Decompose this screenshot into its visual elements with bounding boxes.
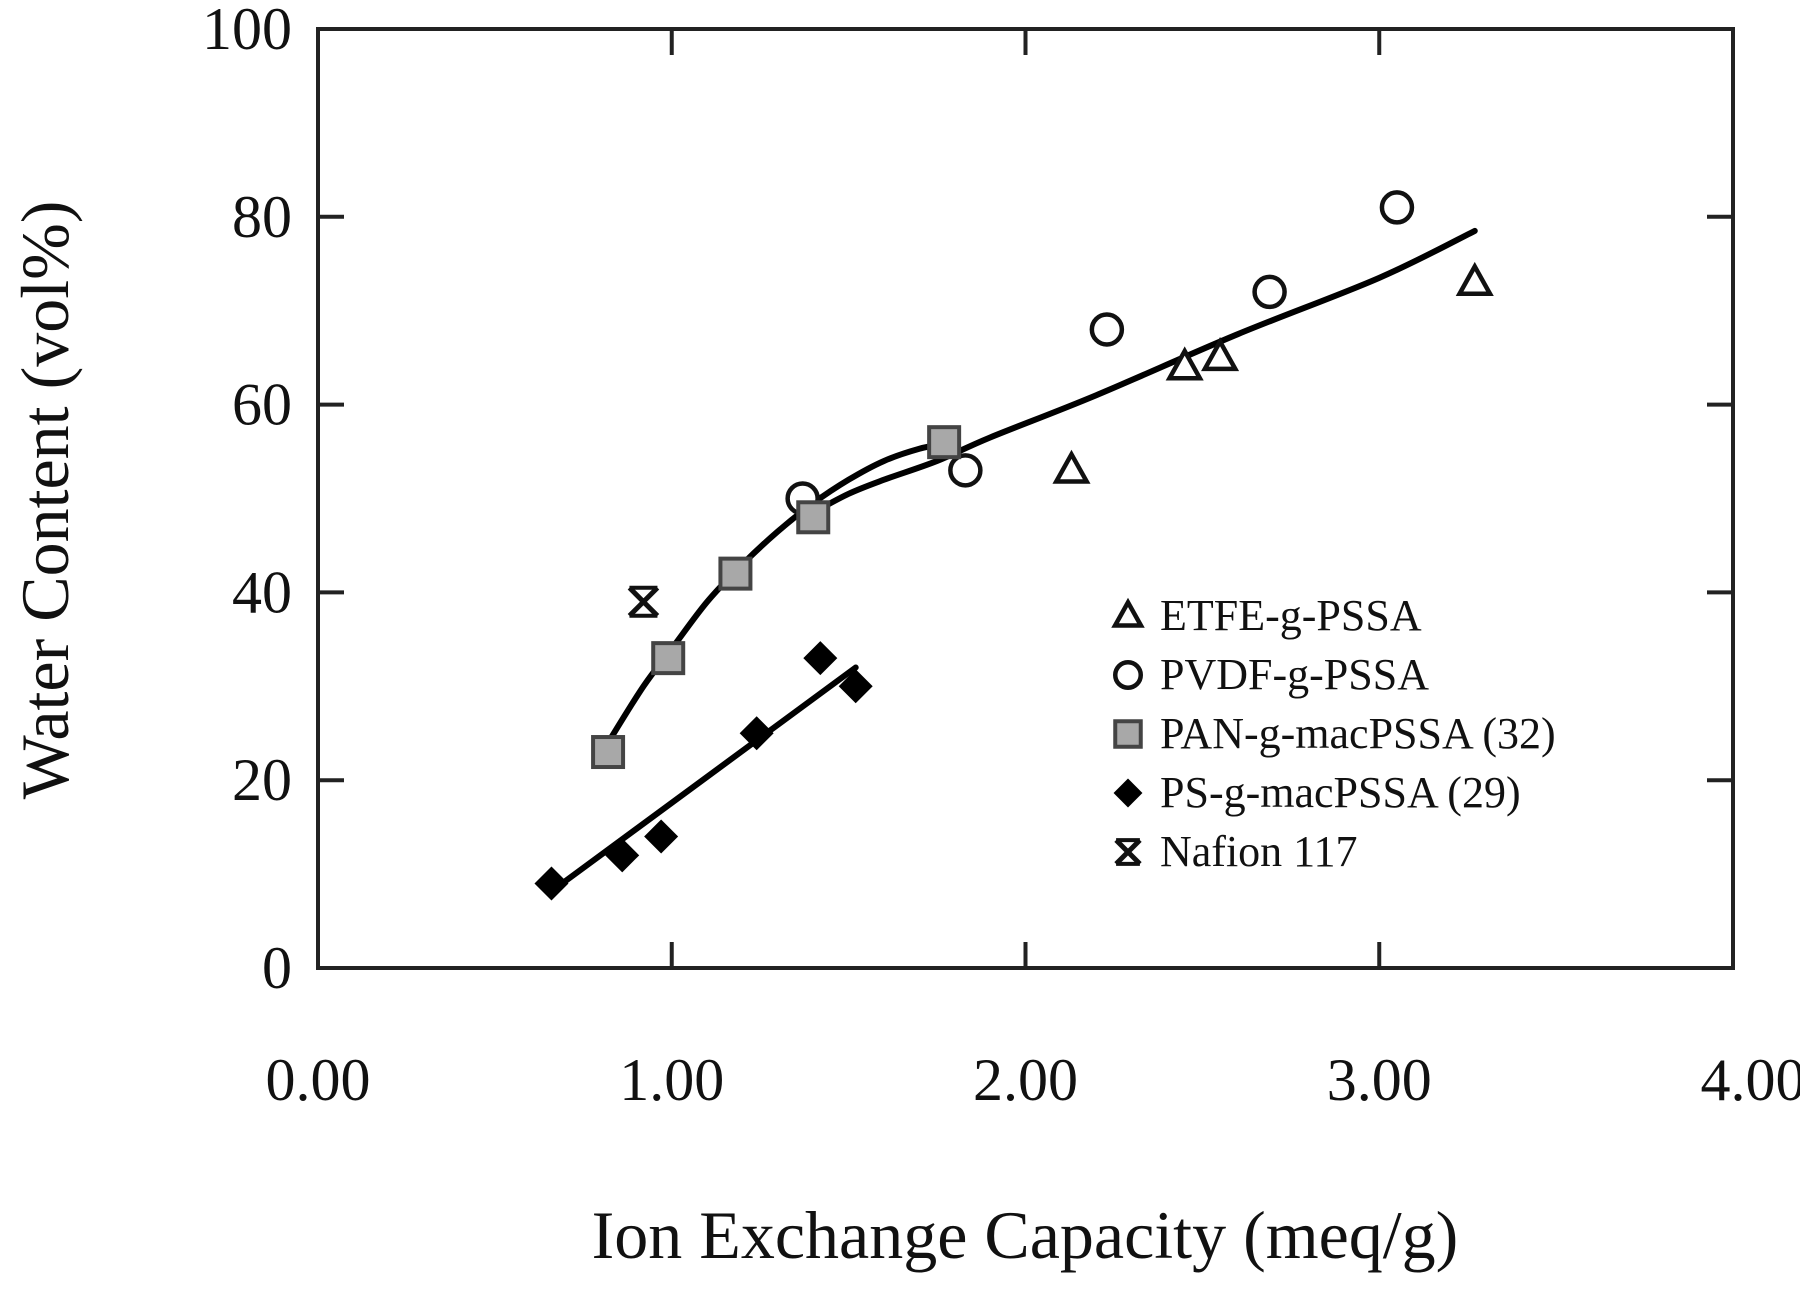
legend-label: Nafion 117 [1160, 827, 1358, 876]
x-tick-label: 2.00 [973, 1047, 1078, 1113]
circle-open-marker-icon [1255, 277, 1285, 307]
square-gray-marker-icon [798, 502, 828, 532]
y-tick-label: 60 [232, 372, 292, 438]
y-axis-title: Water Content (vol%) [7, 201, 83, 800]
y-tick-label: 20 [232, 747, 292, 813]
x-tick-label: 1.00 [619, 1047, 724, 1113]
legend-item: PVDF-g-PSSA [1115, 650, 1429, 699]
square-gray-marker-icon [653, 643, 683, 673]
legend-item: PS-g-macPSSA (29) [1114, 768, 1521, 817]
square-gray-marker-icon [1115, 721, 1141, 747]
y-tick-label: 40 [232, 559, 292, 625]
x-tick-label: 3.00 [1327, 1047, 1432, 1113]
legend-item: PAN-g-macPSSA (32) [1115, 709, 1555, 758]
circle-open-marker-icon [950, 455, 980, 485]
square-gray-marker-icon [929, 427, 959, 457]
legend-label: PAN-g-macPSSA (32) [1160, 709, 1556, 758]
square-gray-marker-icon [720, 559, 750, 589]
circle-open-marker-icon [1382, 192, 1412, 222]
y-tick-label: 80 [232, 184, 292, 250]
y-tick-label: 0 [262, 935, 292, 1001]
x-axis-title: Ion Exchange Capacity (meq/g) [592, 1197, 1459, 1273]
legend-item: ETFE-g-PSSA [1115, 591, 1422, 640]
legend-label: PS-g-macPSSA (29) [1160, 768, 1521, 817]
square-gray-marker-icon [593, 737, 623, 767]
legend-label: PVDF-g-PSSA [1160, 650, 1429, 699]
x-tick-label: 0.00 [266, 1047, 371, 1113]
y-tick-label: 100 [202, 0, 292, 62]
x-tick-label: 4.00 [1701, 1047, 1800, 1113]
circle-open-marker-icon [1092, 314, 1122, 344]
legend-label: ETFE-g-PSSA [1160, 591, 1422, 640]
circle-open-marker-icon [1115, 662, 1141, 688]
